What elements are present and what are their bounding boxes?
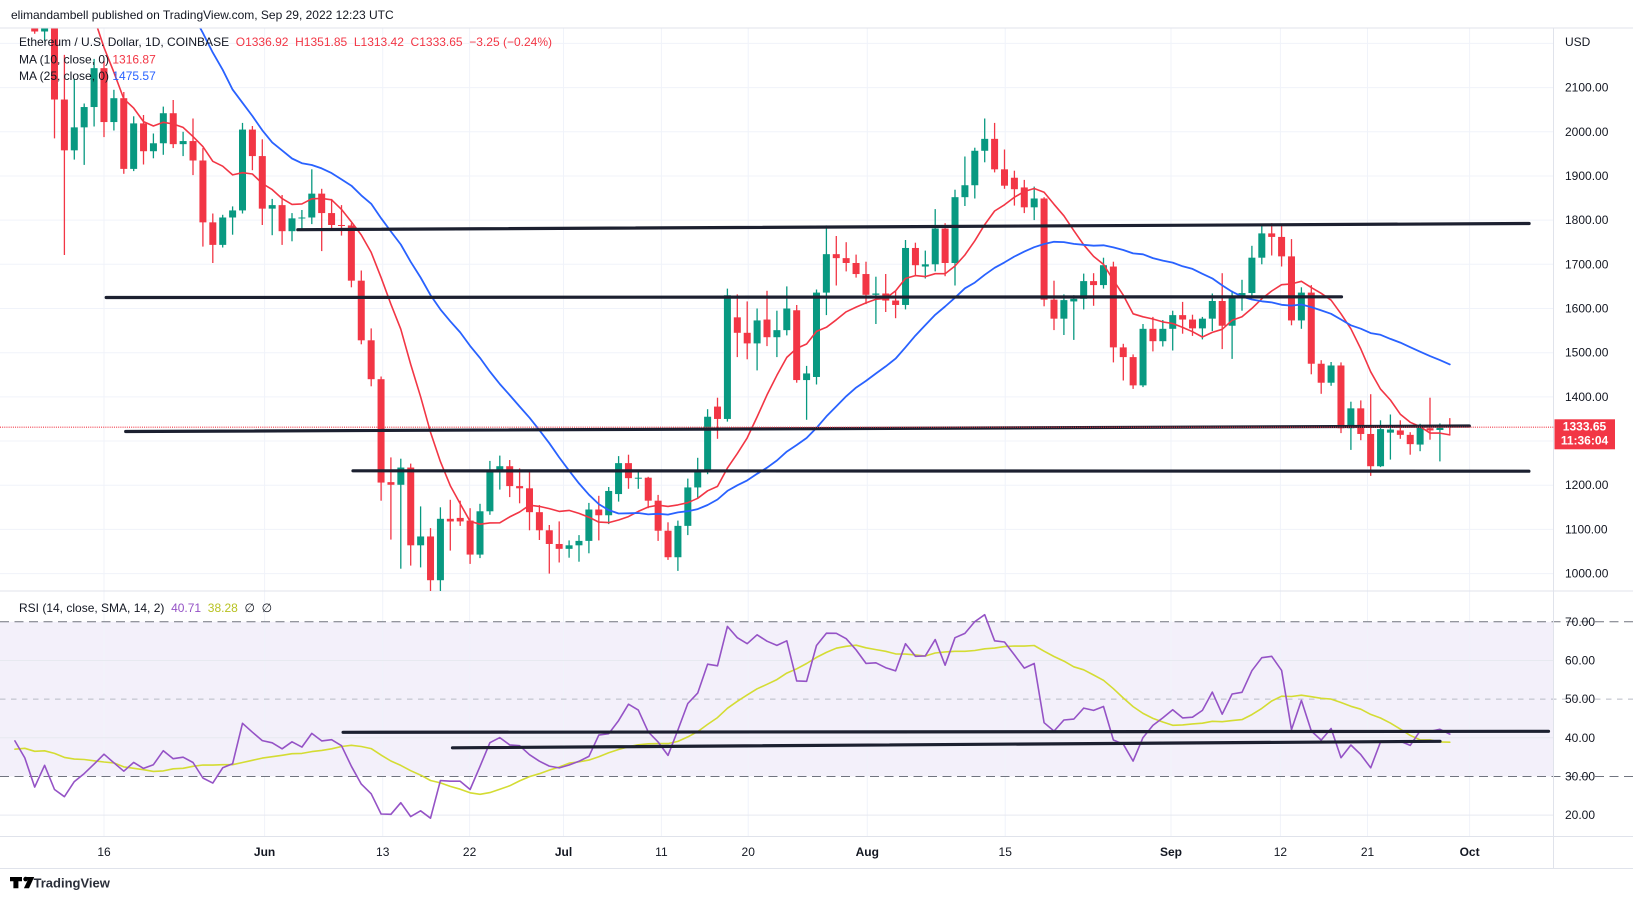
svg-text:2100.00: 2100.00 <box>1565 81 1609 95</box>
svg-text:22: 22 <box>463 845 477 859</box>
svg-text:TradingView: TradingView <box>34 876 111 891</box>
svg-text:11:36:04: 11:36:04 <box>1561 434 1609 448</box>
svg-text:RSI (14, close, SMA, 14, 2) 4: RSI (14, close, SMA, 14, 2) 40.71 38.28 … <box>19 601 272 615</box>
svg-text:15: 15 <box>999 845 1013 859</box>
svg-text:12: 12 <box>1274 845 1288 859</box>
svg-text:50.00: 50.00 <box>1565 692 1595 706</box>
svg-text:Ethereum / U.S. Dollar, 1D, CO: Ethereum / U.S. Dollar, 1D, COINBASE O13… <box>19 35 552 49</box>
svg-text:MA (10, close, 0) 1316.87: MA (10, close, 0) 1316.87 <box>19 53 156 67</box>
svg-text:21: 21 <box>1361 845 1375 859</box>
svg-text:1200.00: 1200.00 <box>1565 478 1609 492</box>
svg-text:20.00: 20.00 <box>1565 808 1595 822</box>
svg-text:30.00: 30.00 <box>1565 770 1595 784</box>
svg-text:1500.00: 1500.00 <box>1565 346 1609 360</box>
svg-text:1100.00: 1100.00 <box>1565 522 1608 536</box>
svg-text:16: 16 <box>97 845 111 859</box>
svg-text:Jun: Jun <box>254 845 275 859</box>
svg-text:70.00: 70.00 <box>1565 615 1595 629</box>
svg-text:Jul: Jul <box>555 845 572 859</box>
svg-text:1000.00: 1000.00 <box>1565 567 1609 581</box>
svg-text:Oct: Oct <box>1460 845 1480 859</box>
svg-text:2000.00: 2000.00 <box>1565 125 1609 139</box>
svg-text:USD: USD <box>1565 35 1591 49</box>
svg-text:40.00: 40.00 <box>1565 731 1595 745</box>
svg-text:1800.00: 1800.00 <box>1565 213 1609 227</box>
svg-text:1700.00: 1700.00 <box>1565 257 1609 271</box>
svg-text:1900.00: 1900.00 <box>1565 169 1609 183</box>
svg-text:13: 13 <box>376 845 390 859</box>
svg-text:20: 20 <box>742 845 756 859</box>
svg-text:60.00: 60.00 <box>1565 654 1595 668</box>
svg-text:MA (25, close, 0) 1475.57: MA (25, close, 0) 1475.57 <box>19 69 156 83</box>
svg-text:Aug: Aug <box>856 845 879 859</box>
svg-text:11: 11 <box>655 845 668 859</box>
svg-text:elimandambell published on Tra: elimandambell published on TradingView.c… <box>11 8 394 22</box>
svg-text:1400.00: 1400.00 <box>1565 390 1609 404</box>
svg-text:Sep: Sep <box>1160 845 1182 859</box>
svg-text:1333.65: 1333.65 <box>1563 420 1607 434</box>
svg-text:1600.00: 1600.00 <box>1565 302 1609 316</box>
